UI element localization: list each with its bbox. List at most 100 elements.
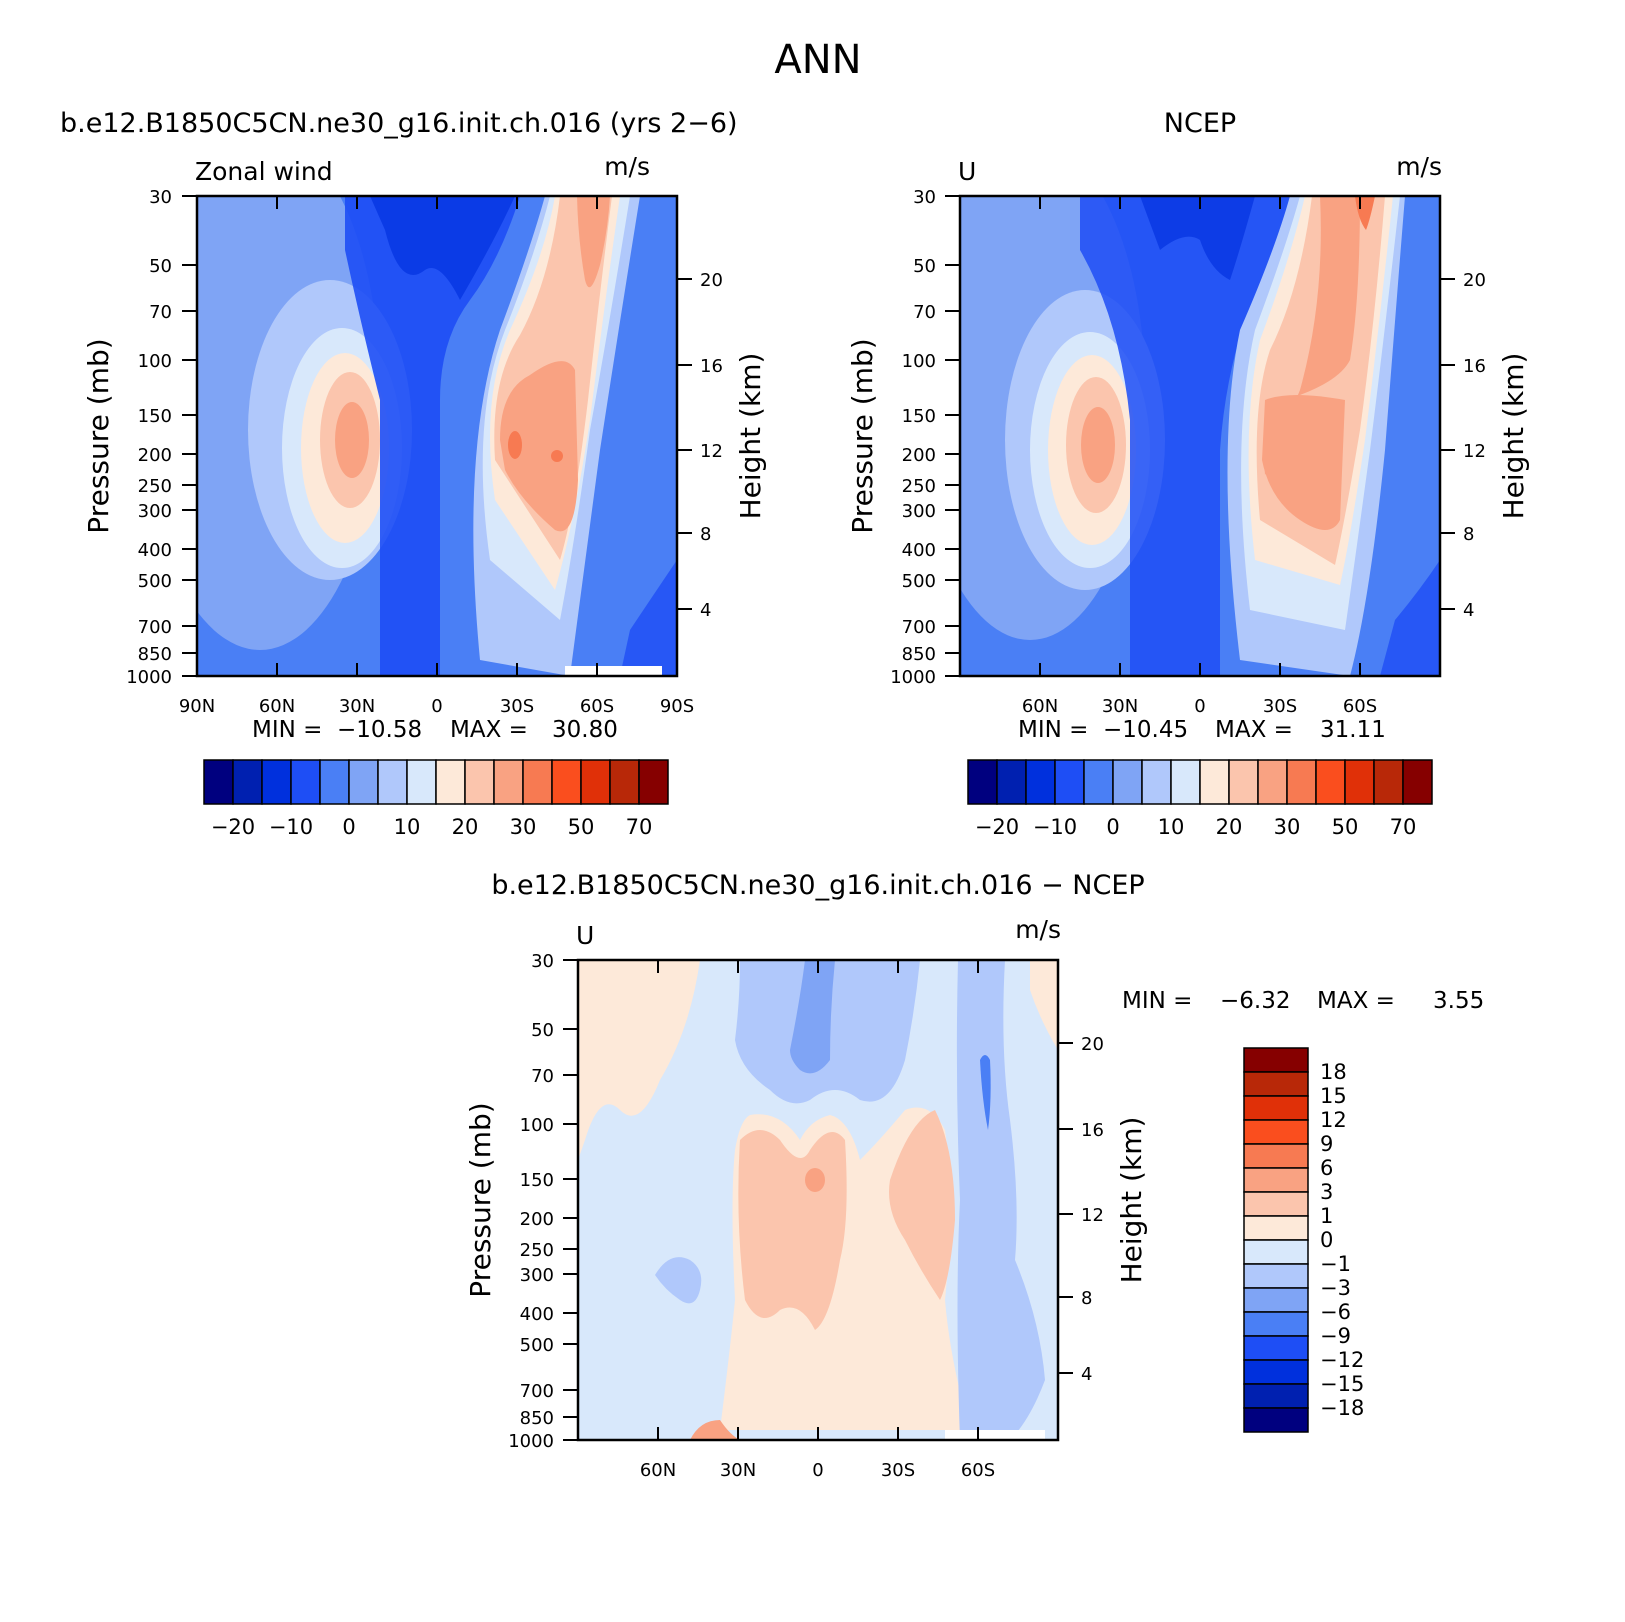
colorbar-label: −9 (1320, 1324, 1351, 1348)
colorbar-swatch (1243, 1407, 1309, 1433)
panel-difference-stats: MIN = −6.32 MAX = 3.55 (1122, 988, 1484, 1014)
contour-positive-tropics-3 (889, 1110, 955, 1300)
pressure-tick: 50 (531, 1020, 554, 1041)
colorbar-swatch (1257, 759, 1288, 805)
contour-easterly-core (1140, 196, 1255, 280)
height-tick-marks (1440, 278, 1455, 610)
height-tick: 4 (1463, 600, 1474, 621)
panel-difference-title: b.e12.B1850C5CN.ne30_g16.init.ch.016 − N… (491, 870, 1144, 901)
pressure-tick: 50 (149, 256, 172, 277)
lat-tick: 30S (881, 1460, 915, 1481)
panel-ncep-pressure-axis: 30 50 70 100 150 200 250 300 400 500 700… (890, 187, 960, 688)
colorbar-swatch (1083, 759, 1114, 805)
lat-tick: 60N (640, 1460, 676, 1481)
colorbar-swatch (1243, 1239, 1309, 1265)
panel-model-ylabel-right: Height (km) (734, 353, 767, 520)
panel-ncep-height-axis: 20 16 12 8 4 (1440, 270, 1486, 621)
colorbar-swatch (464, 759, 495, 805)
pressure-tick: 250 (520, 1240, 554, 1261)
max-value: 3.55 (1433, 988, 1484, 1014)
colorbar-swatch (1025, 759, 1056, 805)
contour-negative-south-core (980, 1055, 991, 1130)
contour-positive-tropics-core (805, 1168, 825, 1192)
pressure-tick: 200 (902, 445, 936, 466)
pressure-tick: 250 (902, 476, 936, 497)
colorbar-swatch (1286, 759, 1317, 805)
min-label: MIN = (1122, 988, 1192, 1014)
min-label: MIN = (252, 717, 322, 743)
colorbar-label: 9 (1320, 1132, 1333, 1156)
contour-south-pole-low (1380, 560, 1440, 676)
panel-model-variable-label: Zonal wind (195, 157, 333, 186)
panel-difference: b.e12.B1850C5CN.ne30_g16.init.ch.016 − N… (464, 870, 1484, 1481)
lat-tick: 60N (259, 696, 295, 717)
colorbar-swatch (1170, 759, 1201, 805)
colorbar-swatch (551, 759, 582, 805)
colorbar-label: 30 (1274, 815, 1301, 839)
min-value: −6.32 (1220, 988, 1290, 1014)
pressure-tick: 400 (138, 540, 172, 561)
pressure-tick: 70 (913, 302, 936, 323)
lat-tick: 60N (1022, 696, 1058, 717)
contour-negative-south (956, 960, 1045, 1440)
colorbar-label: 0 (1320, 1228, 1333, 1252)
panel-ncep-ylabel: Pressure (mb) (846, 338, 879, 533)
panel-ncep-units: m/s (1396, 152, 1442, 181)
pressure-tick-marks (182, 195, 197, 677)
height-tick: 16 (700, 356, 723, 377)
colorbar-swatch (1199, 759, 1230, 805)
pressure-tick: 30 (531, 951, 554, 972)
contour-south-pole-low (620, 560, 677, 676)
colorbar-label: 6 (1320, 1156, 1333, 1180)
max-label: MAX = (450, 717, 528, 743)
lat-tick: 30N (1102, 696, 1138, 717)
panel-difference-ylabel-right: Height (km) (1115, 1117, 1148, 1284)
panel-ncep-title: NCEP (1164, 108, 1236, 139)
lat-tick: 0 (1194, 696, 1205, 717)
pressure-tick: 50 (913, 256, 936, 277)
lat-tick: 90N (179, 696, 215, 717)
contour-jet-south-6 (1262, 395, 1345, 530)
pressure-tick: 200 (520, 1209, 554, 1230)
panel-difference-units: m/s (1015, 915, 1061, 944)
height-tick: 20 (700, 270, 723, 291)
height-tick: 8 (1463, 524, 1474, 545)
colorbar-swatch (638, 759, 669, 805)
contour-easterly-core (370, 196, 515, 300)
height-tick: 4 (1081, 1364, 1092, 1385)
lat-tick: 30N (720, 1460, 756, 1481)
pressure-tick: 400 (520, 1304, 554, 1325)
colorbar-swatch (232, 759, 263, 805)
pressure-tick: 30 (149, 187, 172, 208)
contour-jet-south-6 (577, 196, 610, 288)
colorbar-label: −18 (1320, 1396, 1364, 1420)
pressure-tick: 400 (902, 540, 936, 561)
pressure-tick: 500 (902, 571, 936, 592)
figure-title: ANN (774, 37, 861, 83)
colorbar-swatch (493, 759, 524, 805)
contour-missing-below-surface (565, 666, 662, 676)
pressure-tick: 850 (138, 644, 172, 665)
min-value: −10.58 (337, 717, 422, 743)
pressure-tick-marks (563, 959, 578, 1441)
panel-model-lat-axis: 90N 60N 30N 0 30S 60S 90S (179, 196, 694, 717)
colorbar-label: 3 (1320, 1180, 1333, 1204)
colorbar-swatch (1402, 759, 1433, 805)
colorbar-label: 0 (1106, 815, 1119, 839)
colorbar-label: −12 (1320, 1348, 1364, 1372)
colorbar-label: 70 (1390, 815, 1417, 839)
colorbar-swatch (1243, 1383, 1309, 1409)
lat-tick-marks (1039, 196, 1361, 676)
height-tick-marks (677, 278, 692, 610)
pressure-tick: 700 (520, 1381, 554, 1402)
colorbar-label: 20 (452, 815, 479, 839)
max-label: MAX = (1215, 717, 1293, 743)
max-label: MAX = (1317, 988, 1395, 1014)
panel-ncep-variable-label: U (958, 157, 976, 186)
panel-difference-contour-field (578, 960, 1058, 1440)
panel-model-stats: MIN = −10.58 MAX = 30.80 (252, 717, 618, 743)
colorbar-swatch (1141, 759, 1172, 805)
pressure-tick: 300 (138, 501, 172, 522)
panel-ncep-ylabel-right: Height (km) (1497, 353, 1530, 520)
colorbar-swatch (348, 759, 379, 805)
